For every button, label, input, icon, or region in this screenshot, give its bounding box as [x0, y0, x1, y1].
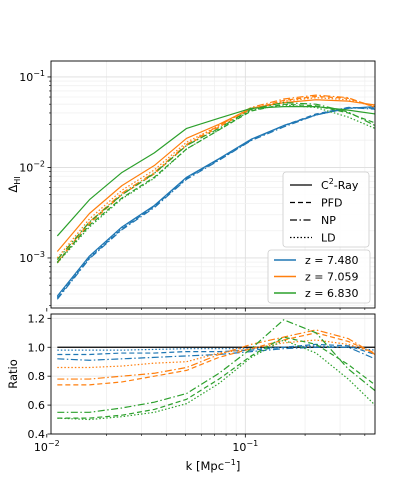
y-tick-base: 10: [19, 71, 33, 84]
y-axis-label-main: Δ: [6, 185, 20, 193]
y-tick-label: 10−2: [19, 159, 45, 174]
x-axis-label: k [Mpc−1]: [186, 458, 241, 473]
series-pfd-z6.830: [57, 336, 376, 419]
ratio-y-tick-label: 0.6: [28, 399, 46, 412]
ratio-y-tick-label: 0.4: [28, 428, 46, 441]
y-axis-label-sub: HI: [13, 176, 22, 184]
ratio-y-axis-label: Ratio: [6, 359, 20, 389]
x-tick-label: 10−2: [34, 439, 60, 454]
ratio-y-tick-label: 1.0: [28, 341, 46, 354]
y-tick-exp: −3: [33, 250, 45, 259]
y-tick-exp: −1: [33, 69, 45, 78]
legend-redshifts: z = 7.480 z = 7.059 z = 6.830: [267, 249, 371, 304]
series-group: [57, 319, 376, 421]
series-c2-ray-z7.059: [56, 99, 376, 252]
series-ld-z7.059: [57, 339, 376, 369]
series-np-z7.059: [57, 329, 376, 380]
series-np-z6.830: [57, 319, 376, 413]
legend-methods: C2-Ray PFD NP LD: [282, 171, 370, 248]
legend-method-label-1: PFD: [321, 197, 342, 210]
series-ld-z7.480: [57, 345, 376, 351]
axes-frame: [50, 313, 376, 435]
series-pfd-z7.480: [56, 106, 376, 299]
series-np-z7.059: [56, 94, 376, 263]
y-tick-label: 10−3: [19, 250, 45, 265]
legend-method-label-0: C2-Ray: [321, 177, 359, 192]
y-axis-label: ΔHI: [6, 176, 22, 192]
series-ld-z7.480: [56, 106, 376, 298]
series-pfd-z7.480: [57, 343, 376, 356]
ratio-y-tick-label: 0.8: [28, 370, 46, 383]
series-ld-z6.830: [57, 339, 376, 421]
legend-redshifts-box: [267, 249, 371, 304]
ratio-y-tick-label: 1.2: [28, 312, 46, 325]
y-tick-exp: −2: [33, 159, 45, 168]
legend-redshift-label-2: z = 6.830: [305, 287, 358, 300]
y-tick-base: 10: [19, 252, 33, 265]
series-pfd-z7.059: [57, 332, 376, 386]
x-tick-label: 10−1: [232, 439, 258, 454]
legend-redshift-label-0: z = 7.480: [305, 254, 358, 267]
grid: [51, 314, 375, 435]
bottom-panel: 0.4 0.6 0.8 1.0 1.2 10−2 10−1 k [Mpc−1] Ratio: [6, 312, 376, 473]
series-np-z6.830: [56, 102, 376, 260]
y-tick-label: 10−1: [19, 69, 45, 84]
legend-redshift-label-1: z = 7.059: [305, 271, 358, 284]
legend-method-label-2: NP: [321, 214, 336, 227]
y-tick-base: 10: [19, 161, 33, 174]
series-ld-z7.059: [56, 97, 376, 259]
legend-method-label-3: LD: [321, 232, 336, 245]
series-group: [56, 94, 376, 300]
legend-methods-box: [282, 171, 370, 248]
axes-frame: [50, 60, 376, 309]
series-ld-z6.830: [56, 104, 376, 264]
